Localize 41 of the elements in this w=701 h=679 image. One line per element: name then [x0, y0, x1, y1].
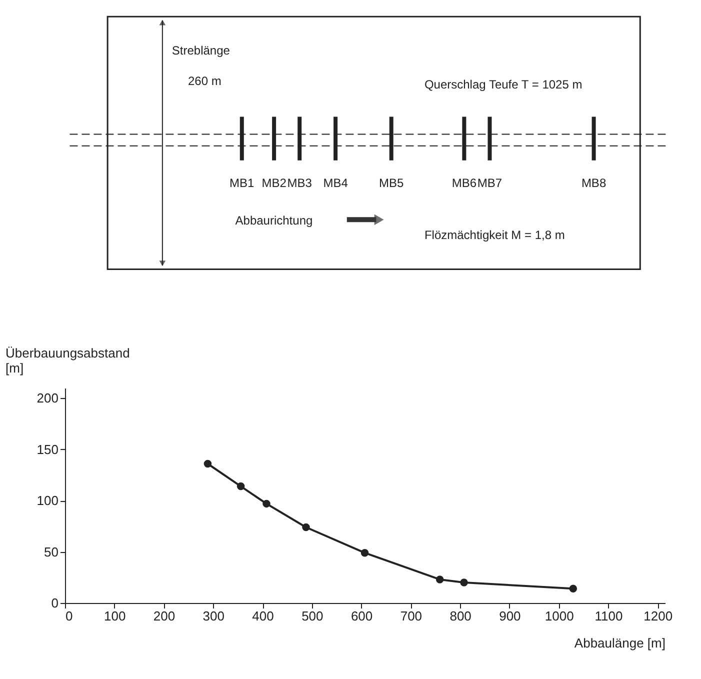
text: Flözmächtigkeit M = 1,8 m [424, 228, 565, 242]
text: MB5 [379, 176, 404, 190]
x-tick-label: 400 [252, 608, 274, 624]
text: MB1 [230, 176, 255, 190]
point [204, 460, 212, 468]
y-tick-label: 50 [44, 544, 58, 560]
x-tick-label: 800 [450, 608, 472, 624]
x-tick-label: 1000 [544, 608, 574, 624]
text: MB7 [477, 176, 502, 190]
point [460, 578, 468, 586]
y-tick-label: 150 [36, 442, 58, 457]
text: MB6 [452, 176, 477, 190]
point [302, 523, 310, 532]
x-tick-label: 700 [400, 608, 422, 624]
text: Abbaurichtung [235, 214, 313, 228]
text: MB3 [287, 176, 312, 190]
y-tick-label: 100 [36, 493, 58, 508]
x-tick-label: 200 [153, 608, 176, 624]
y-axis-title: Überbauungsabstand [m] [6, 346, 130, 376]
x-tick-label: 1200 [644, 608, 673, 624]
x-tick-label: 600 [350, 608, 373, 624]
text: Streblänge [172, 44, 230, 58]
x-tick-label: 900 [499, 608, 521, 624]
text: 260 m [188, 74, 222, 88]
y-tick-label: 0 [51, 596, 58, 610]
text: Querschlag Teufe T = 1025 m [424, 78, 582, 92]
y-tick-label: 200 [36, 390, 58, 406]
point [436, 576, 444, 584]
x-tick-label: 1100 [594, 608, 623, 624]
x-tick-label: 500 [302, 608, 324, 624]
x-tick-label: 300 [202, 608, 224, 624]
x-axis-title: Abbaulänge [m] [574, 636, 666, 650]
text: MB4 [323, 176, 348, 190]
point [262, 500, 270, 508]
text: MB8 [581, 176, 606, 190]
x-tick-label: 0 [66, 608, 73, 624]
point [360, 548, 369, 557]
text: MB2 [262, 176, 287, 190]
point [236, 482, 245, 490]
x-tick-label: 100 [104, 608, 126, 624]
point [569, 584, 578, 593]
